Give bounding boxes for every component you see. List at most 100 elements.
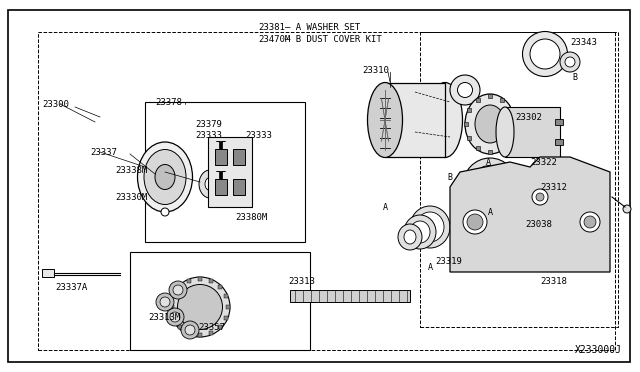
Bar [509,136,513,140]
Text: 23313M: 23313M [148,312,180,321]
Ellipse shape [410,206,450,248]
Ellipse shape [465,94,515,154]
Bar [224,316,228,320]
Bar [208,137,252,207]
Text: A: A [486,157,490,167]
Circle shape [536,193,544,201]
Text: 23322: 23322 [530,157,557,167]
Ellipse shape [214,186,226,202]
Circle shape [532,189,548,205]
Bar [467,136,471,140]
Ellipse shape [530,39,560,69]
Ellipse shape [477,173,502,201]
Ellipse shape [470,166,510,208]
Ellipse shape [458,83,472,97]
Ellipse shape [475,105,505,143]
Text: 23330M: 23330M [115,192,147,202]
Text: 23378: 23378 [155,97,182,106]
Text: A: A [488,208,493,217]
Circle shape [173,285,183,295]
Bar [555,139,563,145]
Text: 23381: 23381 [258,22,285,32]
Ellipse shape [205,177,215,190]
Ellipse shape [623,205,631,213]
Ellipse shape [416,212,444,242]
Bar [488,94,492,98]
Ellipse shape [404,230,416,244]
Text: 23038: 23038 [525,219,552,228]
Ellipse shape [155,164,175,189]
Bar [509,108,513,112]
Text: 23300: 23300 [42,99,69,109]
Ellipse shape [410,221,430,243]
Text: – A WASHER SET: – A WASHER SET [285,22,360,32]
Ellipse shape [144,150,186,205]
Bar [476,98,480,102]
Bar [215,149,227,165]
Ellipse shape [367,83,403,157]
Bar [500,98,504,102]
Text: B: B [447,173,452,182]
Text: 23318: 23318 [540,278,567,286]
Ellipse shape [138,142,193,212]
Text: X233000J: X233000J [575,345,622,355]
Bar [209,279,212,283]
Text: 23333: 23333 [245,131,272,140]
Text: 23302: 23302 [515,112,542,122]
Bar [178,285,182,289]
Ellipse shape [398,224,422,250]
Bar [172,294,176,298]
Bar [218,285,222,289]
Bar [233,149,245,165]
Text: 23312: 23312 [540,183,567,192]
Ellipse shape [513,209,527,224]
Ellipse shape [218,191,223,197]
Text: 23313: 23313 [288,278,315,286]
Circle shape [185,325,195,335]
Bar [188,279,191,283]
Ellipse shape [161,208,169,216]
Ellipse shape [428,83,463,157]
Ellipse shape [199,170,221,198]
Bar [290,290,410,302]
Text: 23357: 23357 [198,323,225,331]
Circle shape [169,281,187,299]
Circle shape [580,212,600,232]
Circle shape [463,210,487,234]
Circle shape [467,214,483,230]
Circle shape [166,308,184,326]
Bar [555,119,563,125]
Bar [488,150,492,154]
FancyArrow shape [216,171,225,179]
Circle shape [160,297,170,307]
Ellipse shape [560,52,580,72]
Bar [198,333,202,337]
Text: A: A [428,263,433,272]
Bar [188,331,191,335]
Bar [464,122,468,126]
Ellipse shape [450,75,480,105]
Text: 23380M: 23380M [235,212,268,221]
Circle shape [584,216,596,228]
Bar [172,316,176,320]
Bar [226,305,230,309]
Bar [505,107,560,157]
Bar [218,325,222,329]
FancyArrow shape [216,141,225,149]
Bar [224,294,228,298]
Bar [215,179,227,195]
Ellipse shape [463,158,518,216]
Bar [512,122,516,126]
Text: 23343: 23343 [570,38,597,46]
Ellipse shape [496,107,514,157]
Text: 23337: 23337 [90,148,117,157]
Bar [209,331,212,335]
Text: 23337A: 23337A [55,282,87,292]
Bar [233,179,245,195]
Bar [500,146,504,150]
Text: 23379: 23379 [195,119,222,128]
Bar [467,108,471,112]
Text: 23470M: 23470M [258,35,291,44]
Circle shape [156,293,174,311]
Bar [476,146,480,150]
